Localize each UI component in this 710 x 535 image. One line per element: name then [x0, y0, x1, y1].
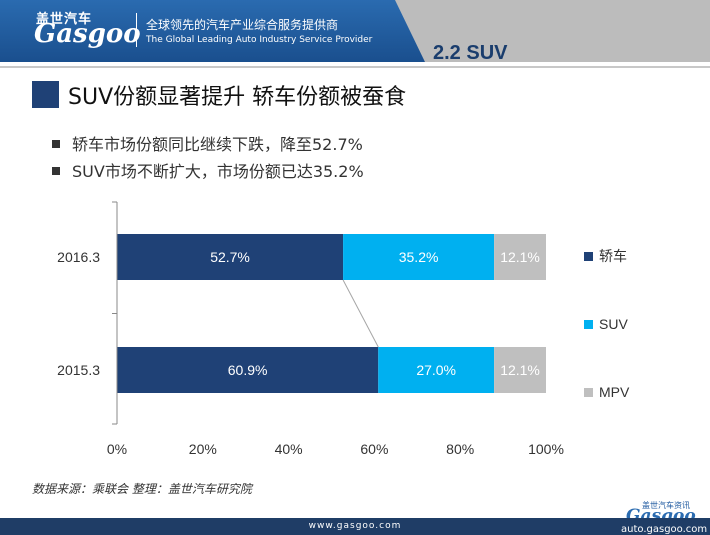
- watermark-cn: 盖世汽车资讯: [642, 501, 690, 510]
- header-brand-panel: [0, 0, 425, 62]
- legend-entry: 轿车: [599, 248, 627, 264]
- x-tick-label: 60%: [360, 441, 388, 457]
- x-tick-label: 40%: [275, 441, 303, 457]
- series-connector-line: [342, 279, 379, 348]
- bar-segment: [117, 234, 344, 280]
- stacked-bar-chart: 52.7% 35.2% 12.1% 2016.3 60.9% 27.0% 12.1% 2015…: [57, 201, 630, 457]
- bullet-item: SUV市场不断扩大，市场份额已达35.2%: [52, 158, 364, 182]
- legend-swatch: [584, 388, 593, 397]
- bar-segment: [494, 347, 546, 393]
- x-tick-label: 80%: [446, 441, 474, 457]
- legend-swatch: [584, 320, 593, 329]
- tagline-cn: 全球领先的汽车产业综合服务提供商: [146, 18, 339, 32]
- x-tick-label: 100%: [528, 441, 564, 457]
- bullet-text: SUV市场不断扩大，市场份额已达35.2%: [72, 162, 364, 181]
- logo-cn: 盖世汽车: [36, 12, 93, 27]
- category-label: 2015.3: [57, 362, 100, 378]
- bar-segment: [117, 347, 379, 393]
- header-divider: [0, 66, 710, 68]
- legend-entry: SUV: [599, 316, 628, 332]
- logo-divider: [136, 13, 137, 47]
- header-bar: [0, 0, 710, 62]
- bar-segment: [343, 234, 495, 280]
- footer-url: www.gasgoo.com: [308, 521, 402, 531]
- logo-wordmark: Gasgoo: [34, 19, 141, 49]
- data-label: 27.0%: [416, 362, 456, 378]
- x-tick-label: 0%: [107, 441, 127, 457]
- x-tick-label: 20%: [189, 441, 217, 457]
- data-label: 12.1%: [500, 362, 540, 378]
- legend-entry: MPV: [599, 384, 630, 400]
- bullet-item: 轿车市场份额同比继续下跌，降至52.7%: [52, 131, 363, 155]
- data-label: 35.2%: [399, 249, 439, 265]
- watermark-url: auto.gasgoo.com: [621, 524, 708, 535]
- title-marker: [32, 81, 59, 108]
- bullet-square-icon: [52, 139, 60, 148]
- data-label: 12.1%: [500, 249, 540, 265]
- bar-segment: [378, 347, 495, 393]
- footer-bar: www.gasgoo.com: [0, 518, 710, 535]
- legend-swatch: [584, 252, 593, 261]
- bar-segment: [494, 234, 546, 280]
- bullet-square-icon: [52, 166, 60, 175]
- slide-title: SUV份额显著提升 轿车份额被蚕食: [68, 85, 407, 110]
- bullet-text: 轿车市场份额同比继续下跌，降至52.7%: [72, 135, 363, 154]
- data-label: 60.9%: [228, 362, 268, 378]
- data-source: 数据来源：乘联会 整理：盖世汽车研究院: [32, 482, 252, 496]
- tagline-en: The Global Leading Auto Industry Service…: [146, 35, 373, 45]
- data-label: 52.7%: [210, 249, 250, 265]
- category-label: 2016.3: [57, 249, 100, 265]
- section-number: 2.2 SUV: [433, 42, 508, 64]
